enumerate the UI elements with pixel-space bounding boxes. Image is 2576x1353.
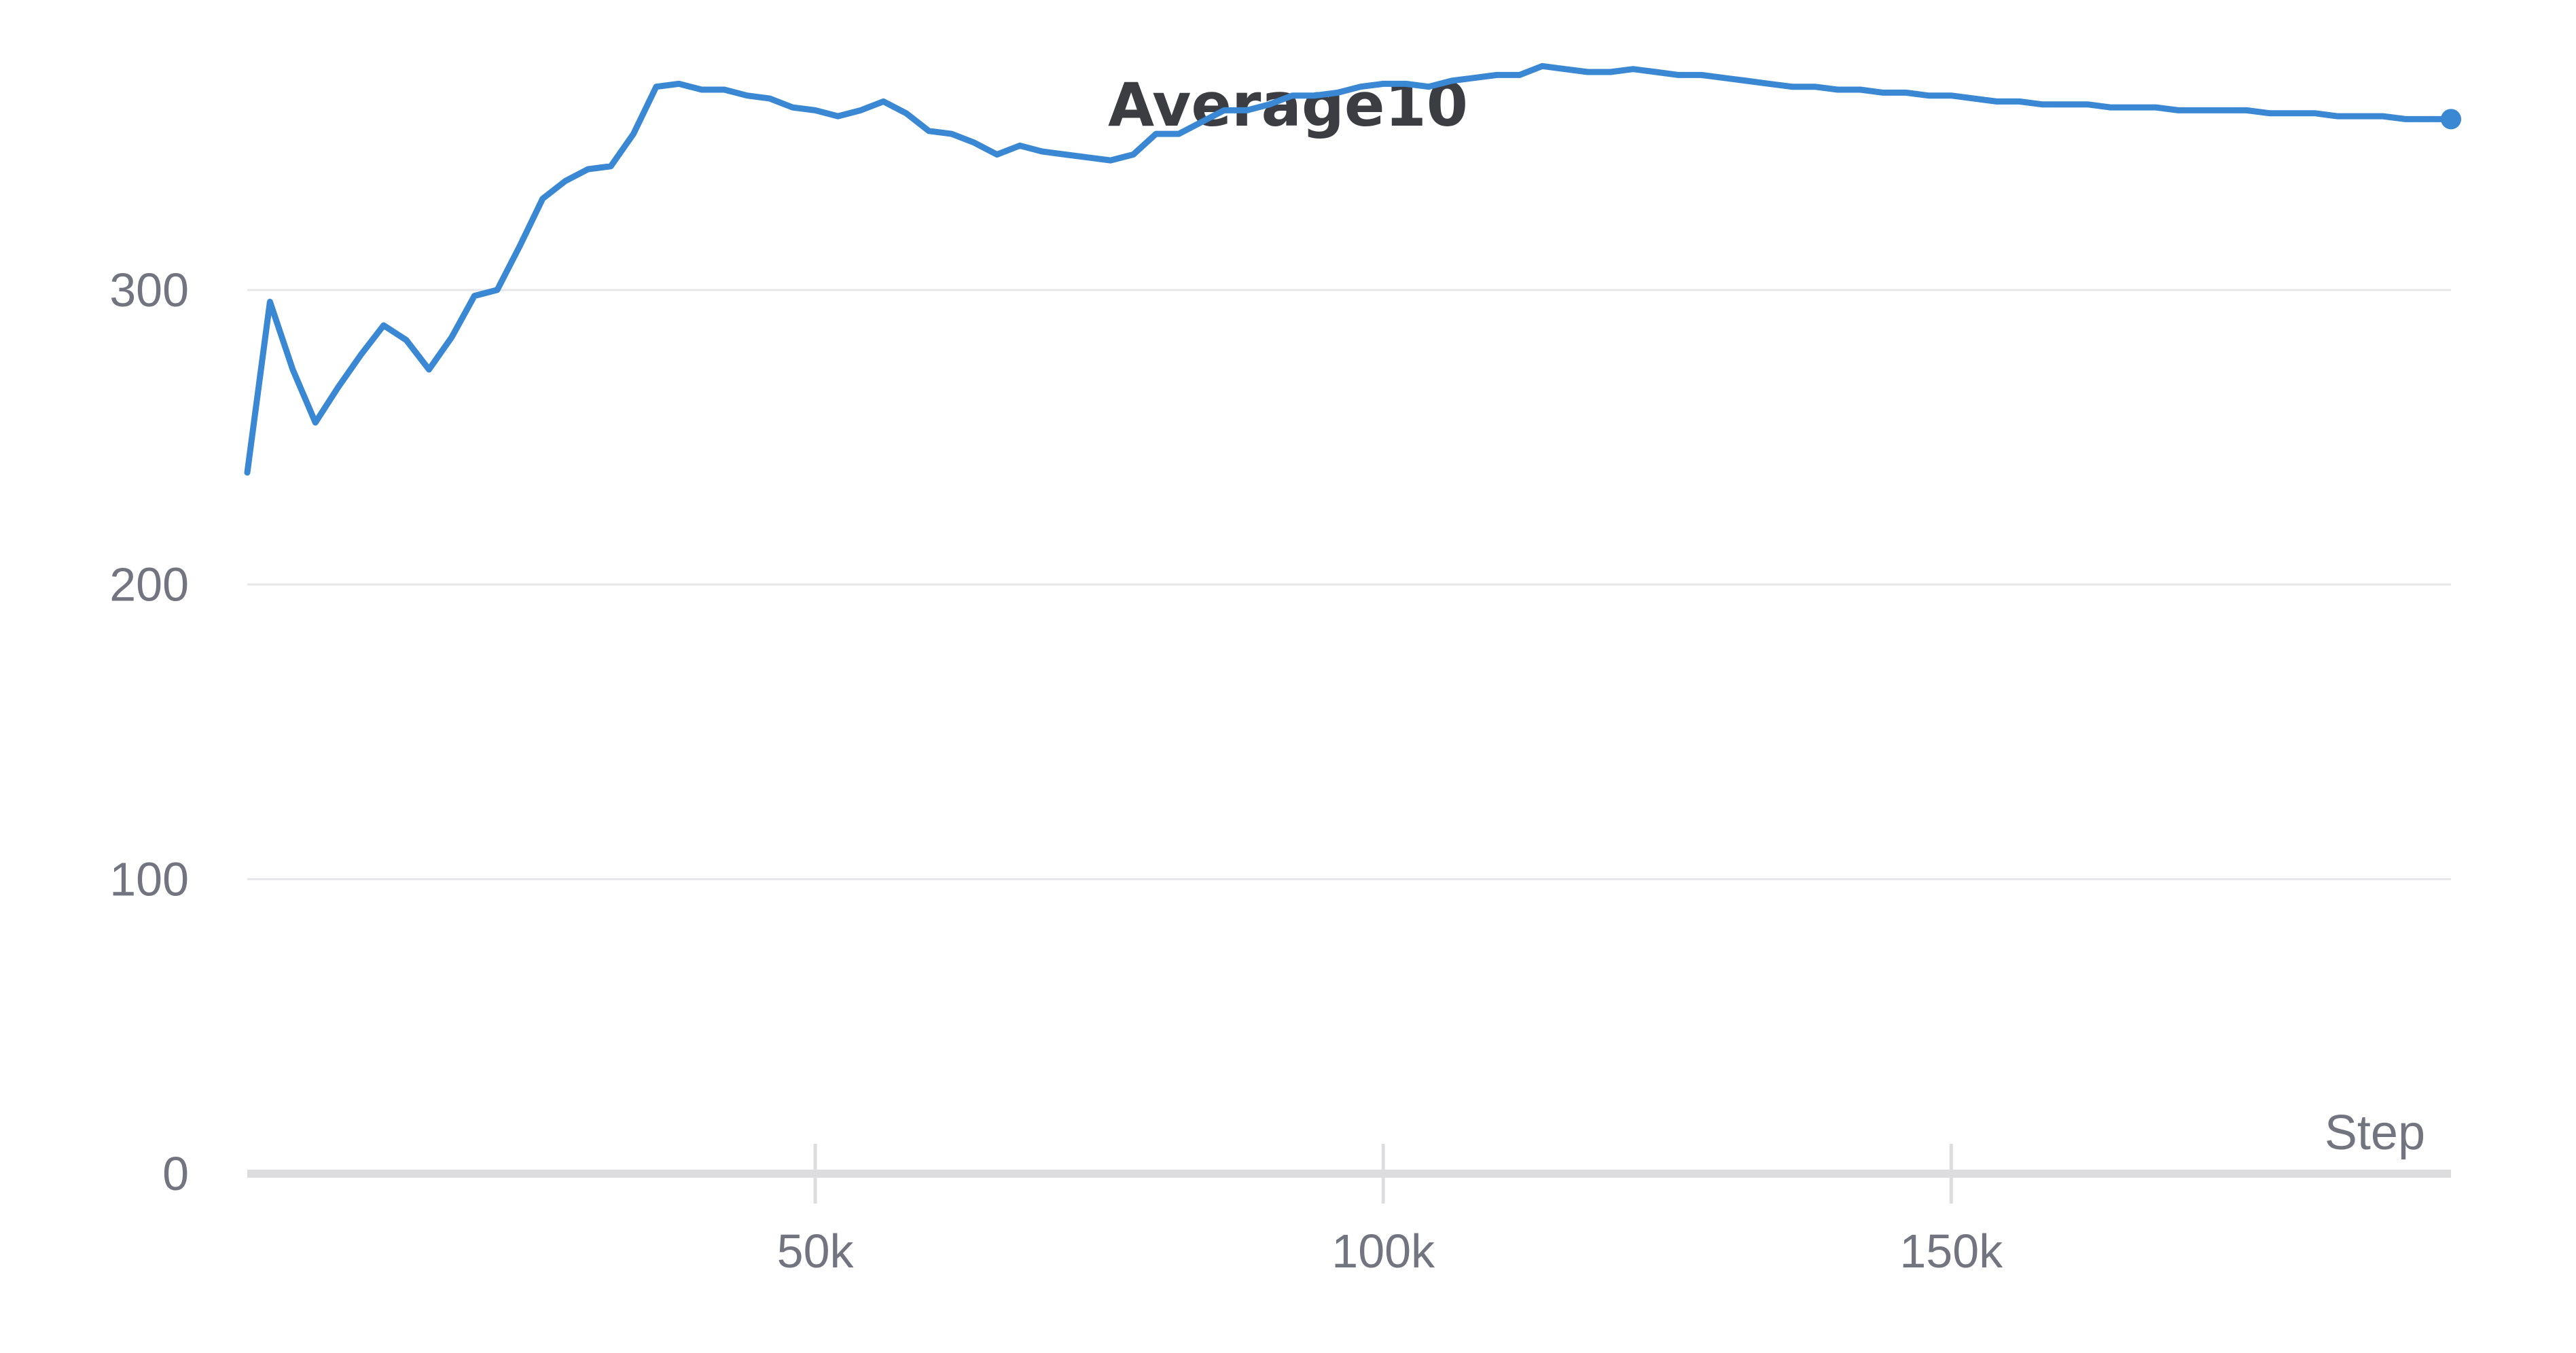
x-axis: 50k 100k 150k bbox=[777, 1144, 2003, 1278]
series-end-point bbox=[2441, 109, 2461, 130]
y-tick-label: 200 bbox=[109, 558, 189, 611]
plot-area bbox=[244, 62, 2461, 476]
series-line bbox=[244, 62, 2454, 476]
y-tick-label: 100 bbox=[109, 852, 189, 905]
y-tick-label: 300 bbox=[109, 264, 189, 317]
grid bbox=[247, 289, 2451, 880]
x-axis-label: Step bbox=[2325, 1106, 2425, 1160]
chart-title: Average10 bbox=[1108, 70, 1468, 140]
x-tick-label: 150k bbox=[1899, 1225, 2003, 1278]
y-tick-label: 0 bbox=[162, 1147, 189, 1200]
x-tick-label: 50k bbox=[777, 1225, 855, 1278]
x-tick-label: 100k bbox=[1331, 1225, 1435, 1278]
y-axis: 0 100 200 300 bbox=[109, 264, 189, 1200]
